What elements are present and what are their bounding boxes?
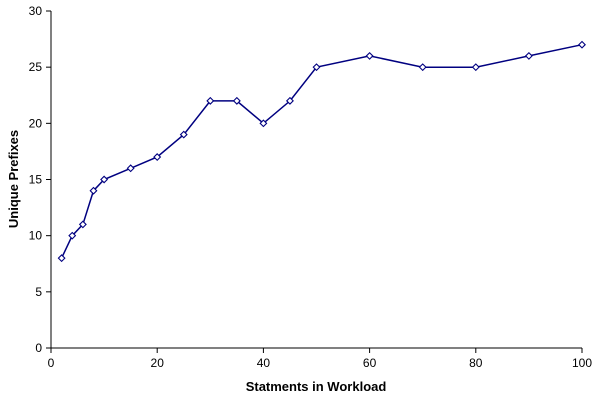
- y-tick-label: 10: [29, 229, 43, 243]
- x-axis-title: Statments in Workload: [246, 379, 387, 394]
- data-point-marker: [471, 63, 480, 72]
- data-point-marker: [89, 186, 98, 195]
- data-point-marker: [285, 96, 294, 105]
- data-point-marker: [312, 63, 321, 72]
- x-tick-label: 100: [572, 356, 592, 370]
- x-tick-label: 20: [151, 356, 165, 370]
- y-ticks: 0 5 10 15 20 25 30: [29, 4, 51, 355]
- data-point-marker: [78, 220, 87, 229]
- y-tick-label: 30: [29, 4, 43, 18]
- y-tick-label: 0: [35, 341, 42, 355]
- x-tick-label: 60: [363, 356, 377, 370]
- data-point-marker: [153, 153, 162, 162]
- data-point-marker: [100, 175, 109, 184]
- series-line: [60, 43, 583, 259]
- data-point-marker: [179, 130, 188, 139]
- data-point-marker: [57, 254, 66, 263]
- data-point-marker: [418, 63, 427, 72]
- x-tick-label: 0: [48, 356, 55, 370]
- data-markers: [57, 40, 586, 263]
- x-tick-label: 40: [257, 356, 271, 370]
- y-tick-label: 5: [35, 285, 42, 299]
- data-point-marker: [206, 96, 215, 105]
- x-ticks: 0 20 40 60 80 100: [48, 348, 592, 370]
- y-tick-label: 20: [29, 116, 43, 130]
- data-point-marker: [126, 164, 135, 173]
- data-point-marker: [232, 96, 241, 105]
- data-point-marker: [259, 119, 268, 128]
- data-point-marker: [578, 40, 586, 49]
- data-point-marker: [524, 51, 533, 60]
- y-tick-label: 25: [29, 60, 43, 74]
- data-point-marker: [68, 231, 77, 240]
- x-tick-label: 80: [469, 356, 483, 370]
- data-point-marker: [365, 51, 374, 60]
- y-axis-title: Unique Prefixes: [6, 130, 21, 228]
- y-tick-label: 15: [29, 173, 43, 187]
